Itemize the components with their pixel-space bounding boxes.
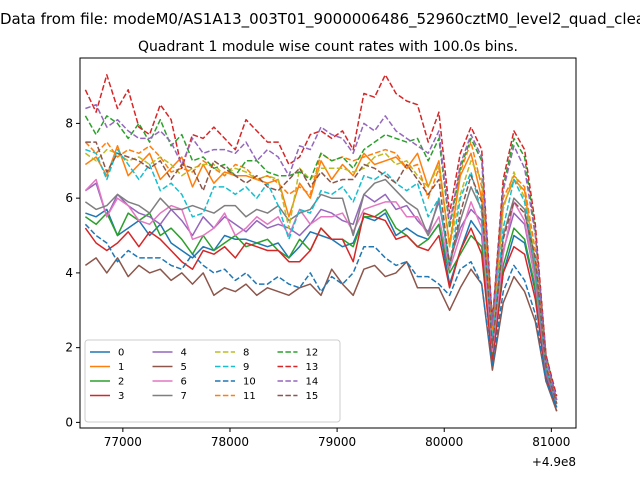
legend-label-5: 5 xyxy=(181,362,187,373)
y-tick-label: 4 xyxy=(65,266,73,280)
legend-label-10: 10 xyxy=(243,377,256,388)
series-line-5 xyxy=(84,257,558,412)
x-tick-label: 78000 xyxy=(211,435,249,449)
series-line-4 xyxy=(84,182,558,404)
series-line-3 xyxy=(84,212,558,412)
x-tick-label: 77000 xyxy=(104,435,142,449)
series-line-6 xyxy=(84,178,558,404)
y-tick-label: 2 xyxy=(65,341,73,355)
series-lines xyxy=(84,74,558,412)
legend-label-4: 4 xyxy=(181,348,187,359)
y-tick-label: 0 xyxy=(65,415,73,429)
x-tick-label: 80000 xyxy=(425,435,463,449)
legend-label-12: 12 xyxy=(306,348,319,359)
series-line-13 xyxy=(84,74,558,397)
plot-frame xyxy=(79,57,577,429)
legend-label-0: 0 xyxy=(118,348,124,359)
legend-label-13: 13 xyxy=(306,362,319,373)
series-line-15 xyxy=(85,141,558,404)
legend-label-8: 8 xyxy=(243,348,249,359)
legend-label-3: 3 xyxy=(118,391,124,402)
legend-label-1: 1 xyxy=(118,362,124,373)
legend-box xyxy=(84,339,341,423)
x-axis-offset-label: +4.9e8 xyxy=(532,455,576,469)
legend-label-6: 6 xyxy=(181,377,187,388)
series-line-10 xyxy=(84,223,558,408)
figure-suptitle: Data from file: modeM0/AS1A13_003T01_900… xyxy=(0,10,640,29)
chart-title: Quadrant 1 module wise count rates with … xyxy=(138,39,518,55)
x-tick-label: 81000 xyxy=(532,435,570,449)
legend-label-7: 7 xyxy=(181,391,187,402)
legend-label-2: 2 xyxy=(118,377,124,388)
series-line-8 xyxy=(84,148,558,404)
x-tick-label: 79000 xyxy=(318,435,356,449)
legend-label-9: 9 xyxy=(243,362,249,373)
series-line-0 xyxy=(85,208,558,408)
y-tick-label: 6 xyxy=(65,191,73,205)
legend-label-11: 11 xyxy=(243,391,256,402)
axis-ticks: 77000 78000 79000 80000 81000 0 2 4 6 8 xyxy=(65,116,570,449)
series-line-9 xyxy=(85,148,558,404)
legend-label-15: 15 xyxy=(306,391,319,402)
y-tick-label: 8 xyxy=(65,116,73,130)
series-line-12 xyxy=(84,115,558,401)
series-line-7 xyxy=(84,178,558,404)
series-line-1 xyxy=(84,145,558,401)
legend-label-14: 14 xyxy=(306,377,319,388)
series-line-14 xyxy=(85,103,558,401)
